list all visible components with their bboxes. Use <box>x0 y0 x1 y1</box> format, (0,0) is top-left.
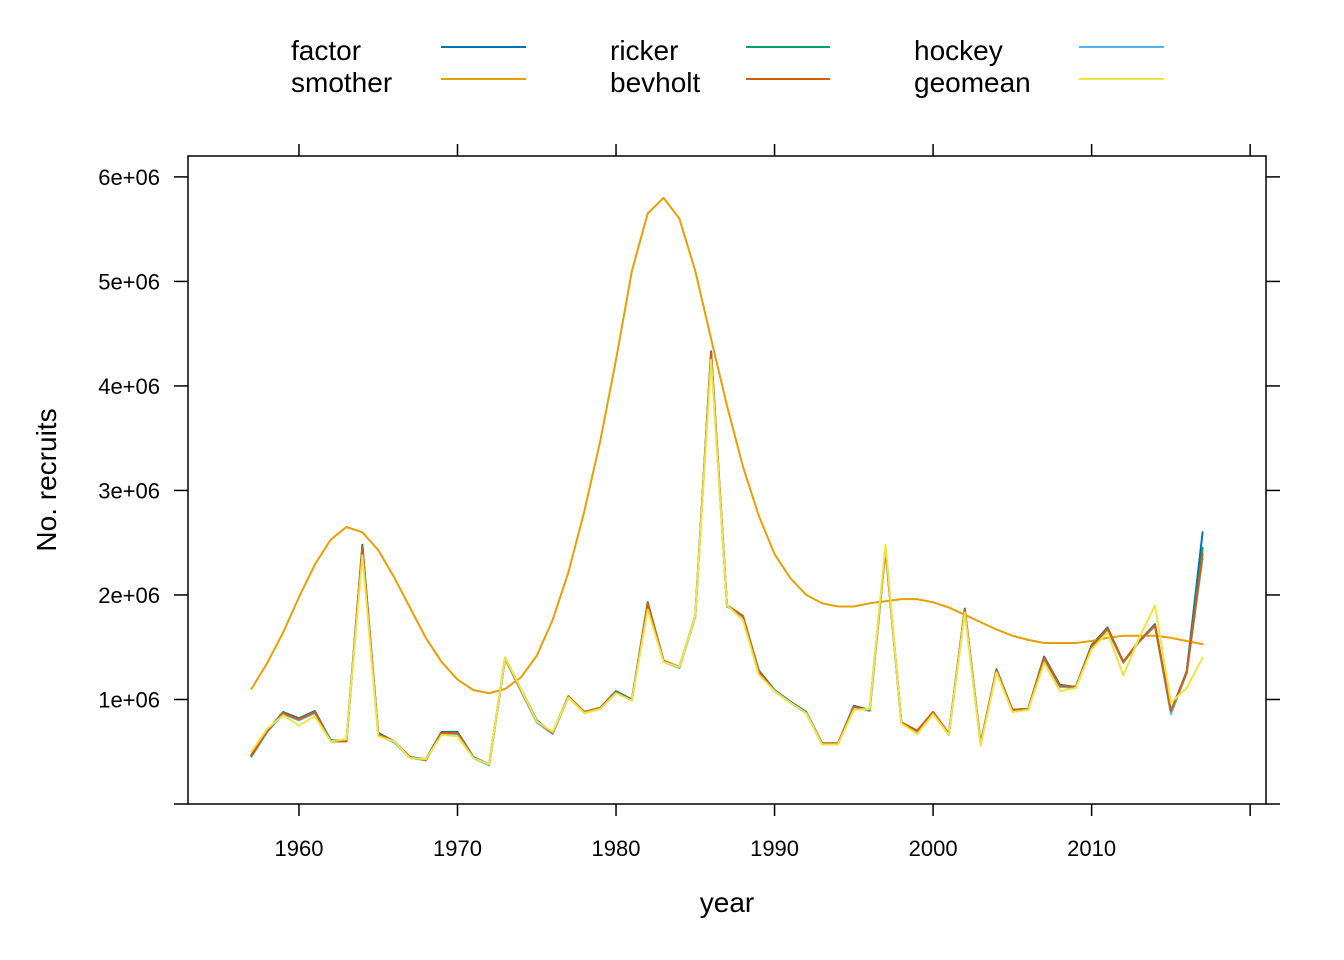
y-tick-label: 5e+06 <box>98 269 160 294</box>
x-tick-label: 1980 <box>592 836 641 861</box>
legend-item-bevholt: bevholt <box>610 67 830 98</box>
x-tick-label: 1970 <box>433 836 482 861</box>
x-tick-label: 1960 <box>274 836 323 861</box>
plot-frame <box>187 155 1267 805</box>
series-line-bevholt <box>250 351 1204 766</box>
series-line-ricker <box>250 351 1204 766</box>
legend-label: geomean <box>914 67 1031 98</box>
y-axis: 1e+06 2e+06 3e+06 4e+06 5e+06 6e+06 <box>98 165 1280 805</box>
legend-label: factor <box>291 35 361 66</box>
legend-item-factor: factor <box>291 35 526 66</box>
x-tick-label: 2000 <box>909 836 958 861</box>
x-axis-title: year <box>700 887 754 918</box>
series-line-geomean <box>250 358 1204 766</box>
y-axis-title: No. recruits <box>31 408 62 551</box>
series-line-smother <box>250 196 1204 695</box>
y-tick-label: 1e+06 <box>98 687 160 712</box>
legend-label: hockey <box>914 35 1003 66</box>
legend-label: smother <box>291 67 392 98</box>
y-tick-label: 4e+06 <box>98 374 160 399</box>
legend-item-ricker: ricker <box>610 35 830 66</box>
y-tick-label: 6e+06 <box>98 165 160 190</box>
x-tick-label: 1990 <box>750 836 799 861</box>
legend-item-geomean: geomean <box>914 67 1164 98</box>
y-tick-label: 3e+06 <box>98 478 160 503</box>
series-line-factor <box>250 350 1204 766</box>
legend-label: ricker <box>610 35 678 66</box>
series-line-hockey <box>250 352 1204 767</box>
legend-item-hockey: hockey <box>914 35 1164 66</box>
series-lines <box>250 196 1204 767</box>
legend-item-smother: smother <box>291 67 526 98</box>
x-axis: 1960 1970 1980 1990 2000 2010 <box>274 144 1251 861</box>
x-tick-label: 2010 <box>1067 836 1116 861</box>
legend-label: bevholt <box>610 67 701 98</box>
y-tick-label: 2e+06 <box>98 583 160 608</box>
